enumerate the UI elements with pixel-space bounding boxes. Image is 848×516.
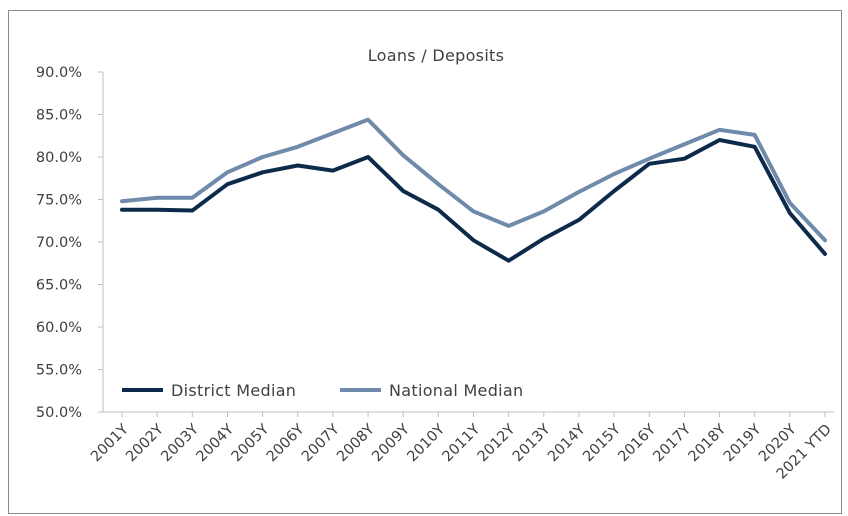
chart-frame (8, 10, 842, 514)
chart-title: Loans / Deposits (368, 46, 505, 65)
x-tick-label: 2013Y (510, 421, 554, 465)
x-tick-label: 2003Y (158, 421, 202, 465)
y-tick-label: 50.0% (36, 405, 82, 421)
x-tick-labels: 2001Y2002Y2003Y2004Y2005Y2006Y2007Y2008Y… (88, 412, 835, 483)
y-tick-label: 80.0% (36, 150, 82, 166)
x-tick-label: 2018Y (686, 421, 730, 465)
x-tick-label: 2017Y (651, 421, 695, 465)
x-tick-label: 2001Y (88, 421, 132, 465)
legend-label-national-median: National Median (389, 381, 523, 400)
x-tick-label: 2015Y (580, 421, 624, 465)
series-line-national-median (120, 117, 827, 243)
x-tick-label: 2019Y (721, 421, 765, 465)
x-tick-label: 2008Y (334, 421, 378, 465)
x-tick-label: 2007Y (299, 421, 343, 465)
x-tick-label: 2002Y (123, 421, 167, 465)
legend: District Median National Median (122, 381, 523, 400)
x-tick-label: 2011Y (440, 421, 484, 465)
legend-label-district-median: District Median (171, 381, 296, 400)
y-tick-label: 60.0% (36, 320, 82, 336)
x-tick-label: 2010Y (405, 421, 449, 465)
y-tick-label: 85.0% (36, 108, 82, 124)
x-tick-label: 2014Y (545, 421, 589, 465)
y-tick-label: 90.0% (36, 65, 82, 81)
series-lines (120, 117, 827, 263)
series-line-district-median (120, 138, 827, 263)
x-tick-label: 2005Y (229, 421, 273, 465)
x-tick-label: 2012Y (475, 421, 519, 465)
y-tick-label: 65.0% (36, 278, 82, 294)
x-tick-label: 2016Y (615, 421, 659, 465)
y-tick-label: 55.0% (36, 363, 82, 379)
y-tick-label: 75.0% (36, 193, 82, 209)
y-tick-labels: 50.0% 55.0% 60.0% 65.0% 70.0% 75.0% 80.0% 85.0%… (36, 65, 103, 421)
x-tick-label: 2006Y (264, 421, 308, 465)
x-tick-label: 2004Y (194, 421, 238, 465)
y-tick-label: 70.0% (36, 235, 82, 251)
x-tick-label: 2009Y (369, 421, 413, 465)
